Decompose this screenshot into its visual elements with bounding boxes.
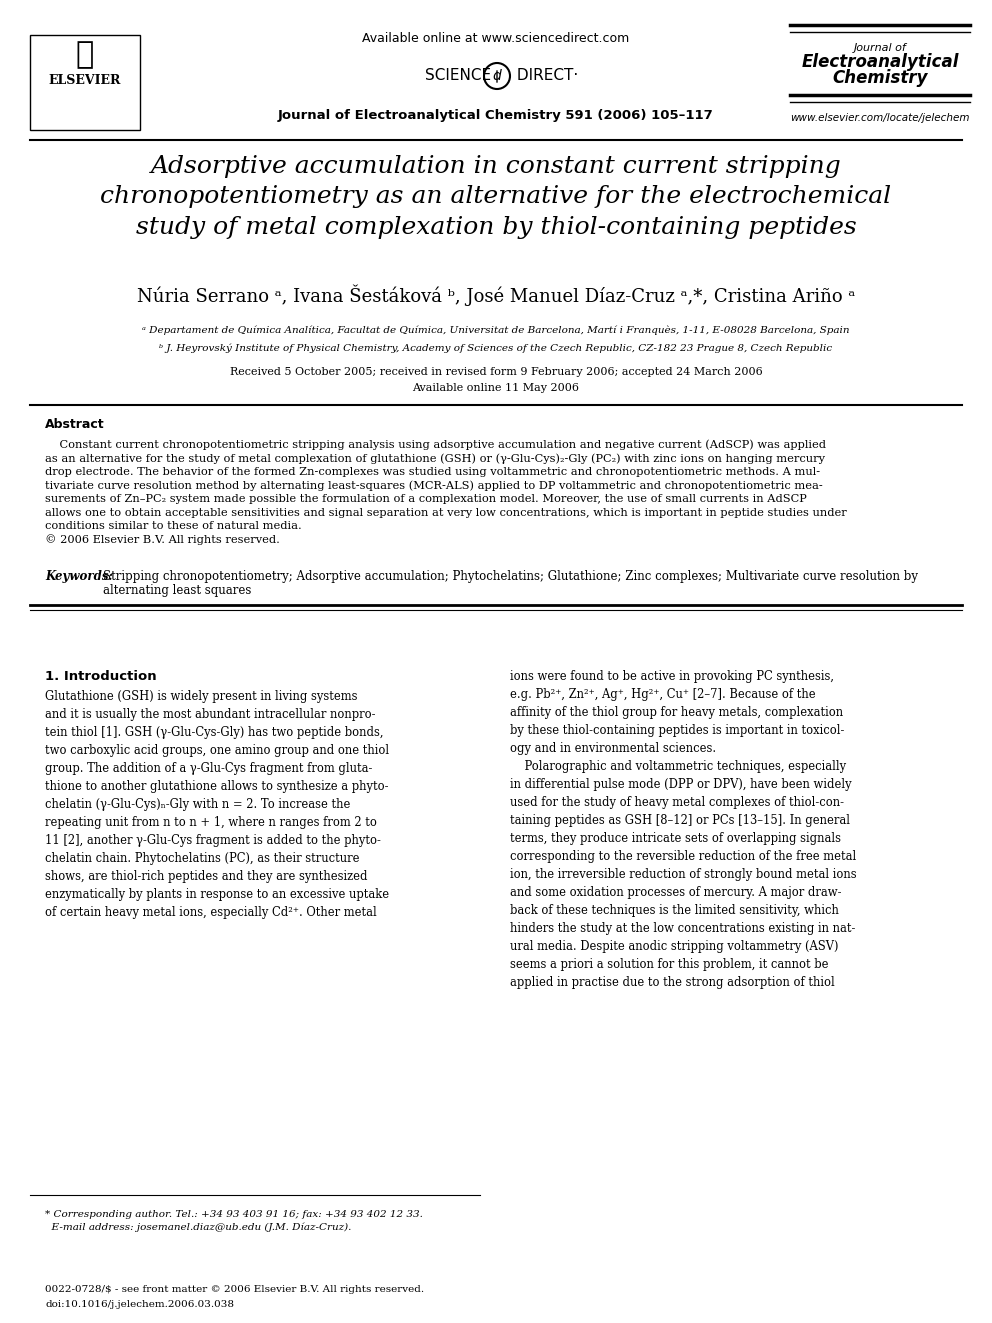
Text: www.elsevier.com/locate/jelechem: www.elsevier.com/locate/jelechem [791,112,970,123]
Text: Received 5 October 2005; received in revised form 9 February 2006; accepted 24 M: Received 5 October 2005; received in rev… [229,366,763,377]
Text: d: d [493,69,501,83]
Text: Available online at www.sciencedirect.com: Available online at www.sciencedirect.co… [362,32,630,45]
Text: ᵇ J. Heyrovský Institute of Physical Chemistry, Academy of Sciences of the Czech: ᵇ J. Heyrovský Institute of Physical Che… [160,343,832,353]
Text: Núria Serrano ᵃ, Ivana Šestáková ᵇ, José Manuel Díaz-Cruz ᵃ,*, Cristina Ariño ᵃ: Núria Serrano ᵃ, Ivana Šestáková ᵇ, José… [137,284,855,306]
Text: allows one to obtain acceptable sensitivities and signal separation at very low : allows one to obtain acceptable sensitiv… [45,508,847,517]
Text: alternating least squares: alternating least squares [103,583,251,597]
Text: surements of Zn–PC₂ system made possible the formulation of a complexation model: surements of Zn–PC₂ system made possible… [45,493,806,504]
Text: Available online 11 May 2006: Available online 11 May 2006 [413,382,579,393]
Text: 🌳: 🌳 [75,41,94,70]
Text: as an alternative for the study of metal complexation of glutathione (GSH) or (γ: as an alternative for the study of metal… [45,454,825,464]
Text: SCIENCE: SCIENCE [425,67,496,82]
Text: doi:10.1016/j.jelechem.2006.03.038: doi:10.1016/j.jelechem.2006.03.038 [45,1301,234,1308]
Text: Electroanalytical: Electroanalytical [802,53,958,71]
Text: Keywords:: Keywords: [45,570,113,583]
Text: tivariate curve resolution method by alternating least-squares (MCR-ALS) applied: tivariate curve resolution method by alt… [45,480,822,491]
Text: Journal of: Journal of [854,44,907,53]
Text: ions were found to be active in provoking PC synthesis,
e.g. Pb²⁺, Zn²⁺, Ag⁺, Hg: ions were found to be active in provokin… [510,669,857,990]
Text: Journal of Electroanalytical Chemistry 591 (2006) 105–117: Journal of Electroanalytical Chemistry 5… [278,110,714,123]
Text: ᵃ Departament de Química Analítica, Facultat de Química, Universitat de Barcelon: ᵃ Departament de Química Analítica, Facu… [142,325,850,335]
Text: © 2006 Elsevier B.V. All rights reserved.: © 2006 Elsevier B.V. All rights reserved… [45,534,280,545]
Text: Glutathione (GSH) is widely present in living systems
and it is usually the most: Glutathione (GSH) is widely present in l… [45,691,389,919]
Text: * Corresponding author. Tel.: +34 93 403 91 16; fax: +34 93 402 12 33.
  E-mail : * Corresponding author. Tel.: +34 93 403… [45,1211,423,1232]
Text: Constant current chronopotentiometric stripping analysis using adsorptive accumu: Constant current chronopotentiometric st… [45,439,826,450]
Text: Chemistry: Chemistry [832,69,928,87]
Text: conditions similar to these of natural media.: conditions similar to these of natural m… [45,521,302,531]
Text: DIRECT·: DIRECT· [512,67,578,82]
Text: Abstract: Abstract [45,418,104,431]
FancyBboxPatch shape [30,34,140,130]
Text: drop electrode. The behavior of the formed Zn-complexes was studied using voltam: drop electrode. The behavior of the form… [45,467,820,478]
Text: ELSEVIER: ELSEVIER [49,74,121,86]
Text: 1. Introduction: 1. Introduction [45,669,157,683]
Text: Adsorptive accumulation in constant current stripping
chronopotentiometry as an : Adsorptive accumulation in constant curr… [100,155,892,238]
Text: 0022-0728/$ - see front matter © 2006 Elsevier B.V. All rights reserved.: 0022-0728/$ - see front matter © 2006 El… [45,1285,425,1294]
Text: Stripping chronopotentiometry; Adsorptive accumulation; Phytochelatins; Glutathi: Stripping chronopotentiometry; Adsorptiv… [103,570,918,583]
